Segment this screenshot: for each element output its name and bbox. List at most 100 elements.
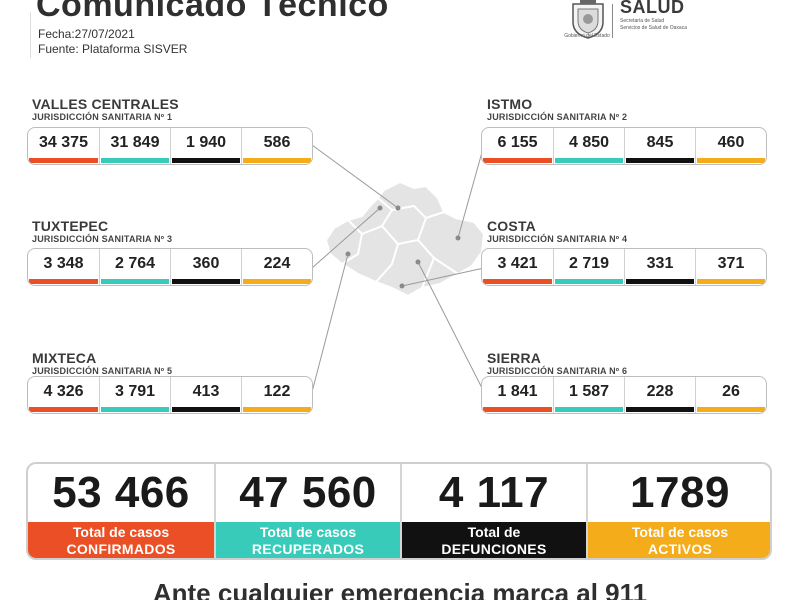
activos-bar [243, 407, 311, 412]
stats-istmo: 6 155 4 850 845 460 [481, 127, 767, 165]
salud-subtitle-2: Servicios de Salud de Oaxaca [620, 25, 687, 31]
stat-value: 413 [192, 383, 220, 400]
total-label-line1: Total de casos [631, 524, 729, 540]
region-name: VALLES CENTRALES [32, 96, 179, 112]
defunciones-bar [172, 407, 240, 412]
activos-bar [243, 279, 311, 284]
state-shield-logo-icon [572, 0, 604, 39]
stat-value: 1 841 [497, 383, 538, 400]
stat-value: 26 [722, 383, 740, 400]
recuperados-bar [101, 158, 169, 163]
stat-recuperados: 2 764 [99, 249, 170, 285]
stat-activos: 122 [241, 377, 312, 413]
stats-valles-centrales: 34 375 31 849 1 940 586 [27, 127, 313, 165]
stat-defunciones: 1 940 [170, 128, 241, 164]
gov-caption: Gobierno del Estado [564, 33, 610, 39]
region-tuxtepec: TUXTEPEC JURISDICCIÓN SANITARIA Nº 3 [32, 219, 172, 244]
stat-value: 2 719 [568, 255, 610, 272]
stat-value: 4 850 [568, 134, 610, 151]
stat-value: 4 326 [43, 383, 84, 400]
stat-confirmados: 6 155 [482, 128, 553, 164]
stat-activos: 26 [695, 377, 766, 413]
total-value: 47 560 [239, 468, 377, 517]
stat-confirmados: 34 375 [28, 128, 99, 164]
activos-bar [697, 407, 765, 412]
total-label: Total de DEFUNCIONES [402, 522, 586, 558]
total-defunciones: 4 117 Total de DEFUNCIONES [400, 464, 586, 558]
stat-recuperados: 1 587 [553, 377, 624, 413]
stat-activos: 460 [695, 128, 766, 164]
stat-value: 2 764 [114, 255, 156, 272]
recuperados-bar [555, 279, 623, 284]
stat-value: 34 375 [39, 134, 88, 151]
stat-value: 845 [646, 134, 674, 151]
stat-value: 3 348 [43, 255, 84, 272]
total-label-line2: DEFUNCIONES [441, 541, 547, 557]
region-name: SIERRA [487, 350, 542, 366]
stat-value: 31 849 [110, 134, 160, 151]
total-label: Total de casos RECUPERADOS [216, 522, 400, 558]
recuperados-bar [101, 279, 169, 284]
confirmados-bar [483, 407, 552, 412]
jurisdiction-label: JURISDICCIÓN SANITARIA Nº 5 [32, 366, 173, 376]
stat-confirmados: 3 421 [482, 249, 553, 285]
header-divider [612, 4, 613, 38]
stat-value: 586 [263, 134, 291, 151]
stat-value: 331 [646, 255, 674, 272]
total-label-line2: CONFIRMADOS [66, 541, 176, 557]
total-activos: 1789 Total de casos ACTIVOS [586, 464, 770, 558]
activos-bar [697, 279, 765, 284]
stat-value: 1 940 [185, 134, 227, 151]
defunciones-bar [172, 279, 240, 284]
salud-subtitle-1: Secretaría de Salud [620, 18, 665, 24]
confirmados-bar [29, 158, 98, 163]
total-label-line1: Total de [467, 524, 521, 540]
jurisdiction-label: JURISDICCIÓN SANITARIA Nº 2 [487, 112, 628, 122]
confirmados-bar [29, 407, 98, 412]
total-value: 1789 [630, 468, 730, 517]
stat-value: 371 [717, 255, 745, 272]
jurisdiction-label: JURISDICCIÓN SANITARIA Nº 4 [487, 234, 628, 244]
stat-value: 3 791 [114, 383, 156, 400]
total-label-line2: ACTIVOS [647, 541, 713, 557]
stat-recuperados: 4 850 [553, 128, 624, 164]
stats-sierra: 1 841 1 587 228 26 [481, 376, 767, 414]
report-date: Fecha:27/07/2021 [38, 27, 135, 41]
defunciones-bar [626, 158, 694, 163]
stats-mixteca: 4 326 3 791 413 122 [27, 376, 313, 414]
stat-recuperados: 3 791 [99, 377, 170, 413]
jurisdiction-label: JURISDICCIÓN SANITARIA Nº 6 [487, 366, 628, 376]
confirmados-bar [483, 279, 552, 284]
region-name: MIXTECA [32, 350, 97, 366]
stat-confirmados: 1 841 [482, 377, 553, 413]
total-label: Total de casos ACTIVOS [588, 522, 770, 558]
defunciones-bar [626, 279, 694, 284]
total-recuperados: 47 560 Total de casos RECUPERADOS [214, 464, 400, 558]
jurisdiction-label: JURISDICCIÓN SANITARIA Nº 3 [32, 234, 173, 244]
total-label: Total de casos CONFIRMADOS [28, 522, 214, 558]
recuperados-bar [555, 407, 623, 412]
total-label-line1: Total de casos [259, 524, 357, 540]
stat-confirmados: 4 326 [28, 377, 99, 413]
stat-value: 122 [263, 383, 291, 400]
page-title: Comunicado Técnico [36, 0, 389, 24]
defunciones-bar [626, 407, 694, 412]
stat-defunciones: 360 [170, 249, 241, 285]
emergency-footer: Ante cualquier emergencia marca al 911 [152, 578, 648, 600]
defunciones-bar [172, 158, 240, 163]
stat-defunciones: 331 [624, 249, 695, 285]
total-value: 53 466 [52, 468, 190, 517]
stats-costa: 3 421 2 719 331 371 [481, 248, 767, 286]
region-valles-centrales: VALLES CENTRALES JURISDICCIÓN SANITARIA … [32, 97, 179, 122]
salud-logo-text: SALUD [620, 0, 685, 17]
stat-activos: 224 [241, 249, 312, 285]
activos-bar [697, 158, 765, 163]
stat-value: 1 587 [568, 383, 610, 400]
stat-recuperados: 2 719 [553, 249, 624, 285]
stat-defunciones: 413 [170, 377, 241, 413]
region-istmo: ISTMO JURISDICCIÓN SANITARIA Nº 2 [487, 97, 627, 122]
total-label-line2: RECUPERADOS [251, 541, 365, 557]
region-sierra: SIERRA JURISDICCIÓN SANITARIA Nº 6 [487, 351, 627, 376]
confirmados-bar [483, 158, 552, 163]
stat-value: 6 155 [497, 134, 538, 151]
